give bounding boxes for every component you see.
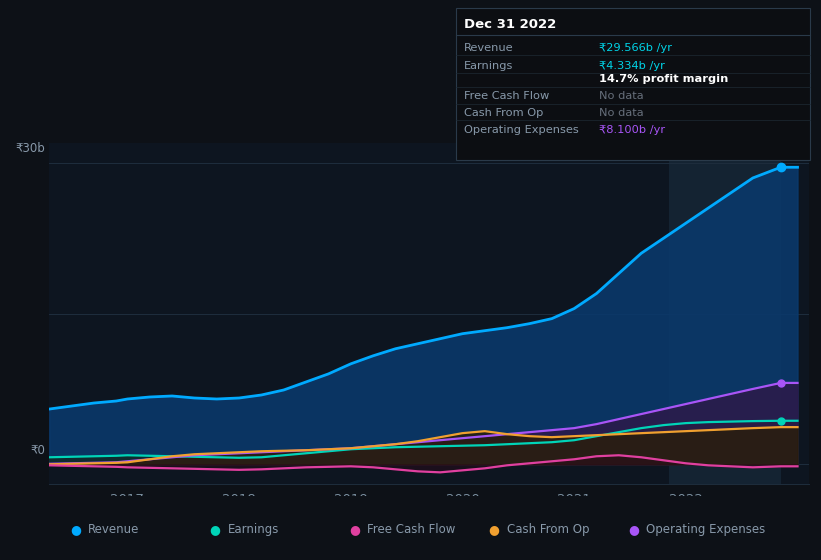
Text: 14.7% profit margin: 14.7% profit margin	[599, 74, 729, 85]
Text: ●: ●	[488, 522, 499, 536]
Text: ●: ●	[209, 522, 220, 536]
Text: Operating Expenses: Operating Expenses	[646, 522, 765, 536]
Text: ₹29.566b /yr: ₹29.566b /yr	[599, 43, 672, 53]
Text: Free Cash Flow: Free Cash Flow	[464, 91, 549, 101]
Text: No data: No data	[599, 91, 644, 101]
Text: Cash From Op: Cash From Op	[507, 522, 589, 536]
Text: ₹30b: ₹30b	[16, 142, 45, 155]
Text: Earnings: Earnings	[464, 61, 513, 71]
Text: Revenue: Revenue	[464, 43, 513, 53]
Text: Dec 31 2022: Dec 31 2022	[464, 18, 556, 31]
Text: ₹0: ₹0	[30, 444, 45, 458]
Text: ₹8.100b /yr: ₹8.100b /yr	[599, 125, 666, 135]
Text: Earnings: Earnings	[227, 522, 279, 536]
Text: Free Cash Flow: Free Cash Flow	[367, 522, 456, 536]
Text: ●: ●	[628, 522, 639, 536]
Text: ●: ●	[70, 522, 80, 536]
Text: No data: No data	[599, 108, 644, 118]
Text: Operating Expenses: Operating Expenses	[464, 125, 579, 135]
Bar	[669, 143, 781, 484]
Text: ₹4.334b /yr: ₹4.334b /yr	[599, 61, 665, 71]
Text: ●: ●	[349, 522, 360, 536]
Text: Revenue: Revenue	[88, 522, 140, 536]
Text: Cash From Op: Cash From Op	[464, 108, 544, 118]
